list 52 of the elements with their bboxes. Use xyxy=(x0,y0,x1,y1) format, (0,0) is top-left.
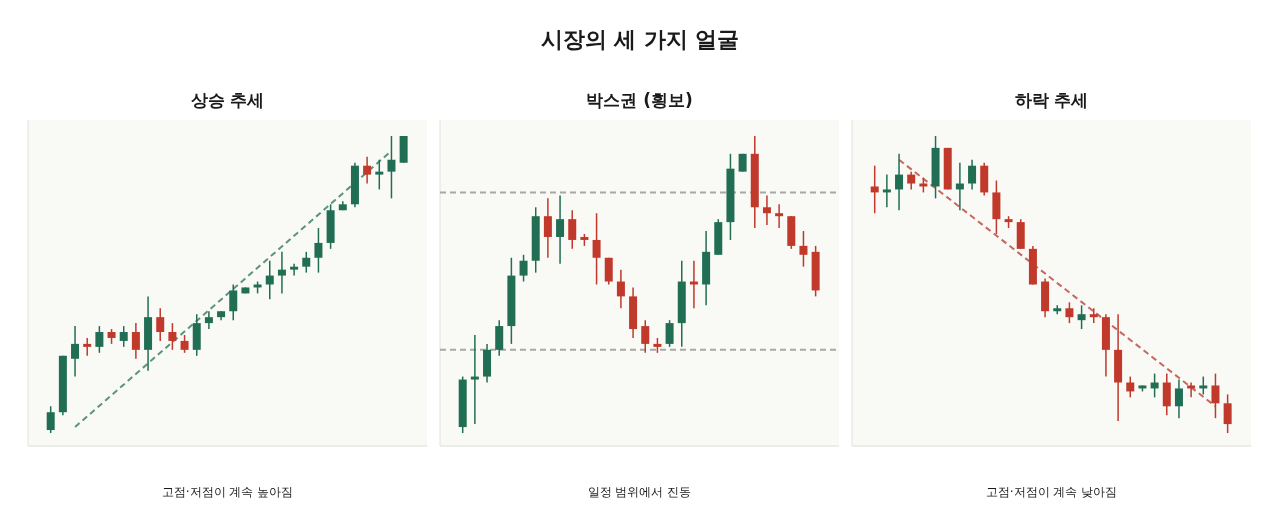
candlestick xyxy=(1065,301,1074,324)
candlestick xyxy=(968,159,977,191)
candlestick xyxy=(895,153,904,211)
candlestick xyxy=(870,164,879,214)
candlestick xyxy=(1211,372,1220,419)
candlestick xyxy=(641,319,650,354)
candlestick xyxy=(1223,393,1232,434)
candlestick xyxy=(882,173,891,209)
text: 일정 범위에서 진동 xyxy=(587,485,692,499)
candlestick xyxy=(119,325,128,348)
candlestick xyxy=(556,194,565,265)
candlestick xyxy=(604,257,613,286)
candlestick xyxy=(71,325,80,378)
candlestick xyxy=(568,209,577,250)
text: 고점·저점이 계속 낮아짐 xyxy=(985,485,1118,499)
candlestick xyxy=(302,251,311,274)
chart-title: 상승 추세 xyxy=(190,90,265,110)
candlestick xyxy=(387,135,396,200)
candlestick xyxy=(665,319,674,348)
candlestick xyxy=(156,307,165,342)
candlestick xyxy=(1174,378,1183,419)
candlestick xyxy=(762,194,771,226)
candlestick xyxy=(290,262,299,277)
candlestick xyxy=(470,334,479,425)
candlestick xyxy=(168,322,177,351)
candlestick xyxy=(95,325,104,354)
candlestick xyxy=(592,212,601,286)
candlestick xyxy=(616,268,625,310)
chart-title: 박스권 (횡보) xyxy=(586,90,693,110)
text: 고점·저점이 계속 높아짐 xyxy=(161,485,294,499)
candlestick xyxy=(314,227,323,274)
candlestick xyxy=(1089,307,1098,324)
candlestick xyxy=(83,337,92,357)
candlestick xyxy=(519,254,528,283)
chart-title: 하락 추세 xyxy=(1014,90,1089,110)
candlestick xyxy=(1126,375,1135,399)
candlestick xyxy=(265,259,274,301)
candlestick xyxy=(1077,304,1086,330)
candlestick xyxy=(46,405,55,434)
candlestick xyxy=(363,156,372,185)
candlestick xyxy=(775,203,784,229)
text: 시장의 세 가지 얼굴 xyxy=(540,27,740,52)
candlestick xyxy=(689,259,698,310)
candlestick xyxy=(1162,372,1171,416)
candlestick xyxy=(799,230,808,268)
candlestick xyxy=(277,251,286,295)
candlestick xyxy=(229,283,238,321)
candlestick xyxy=(375,159,384,191)
candlestick xyxy=(495,319,504,357)
candlestick xyxy=(1187,381,1196,399)
candlestick xyxy=(543,197,552,259)
candlestick xyxy=(131,322,140,360)
